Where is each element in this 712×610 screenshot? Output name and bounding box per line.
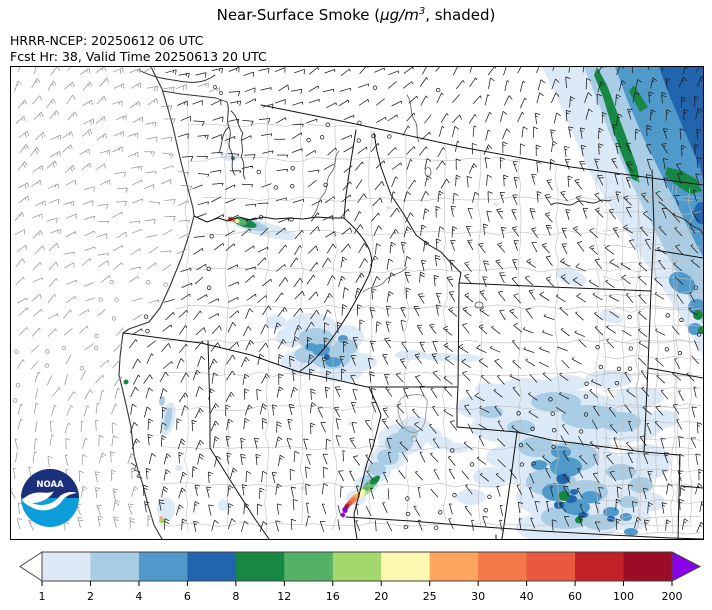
page-title: Near-Surface Smoke (μg/m3, shaded) (0, 6, 712, 24)
wind-barbs-layer (11, 67, 703, 533)
colorbar-tick-label: 40 (520, 590, 534, 603)
colorbar-tick-label: 100 (613, 590, 634, 603)
colorbar-tick-label: 200 (662, 590, 683, 603)
title-exponent: 3 (418, 6, 426, 17)
colorbar-tick-label: 30 (471, 590, 485, 603)
colorbar-tick-label: 12 (277, 590, 291, 603)
county-lines-layer (160, 96, 702, 536)
title-units: μg/m (380, 6, 419, 24)
colorbar-tick-label: 60 (568, 590, 582, 603)
noaa-seagull-icon (22, 491, 77, 511)
model-init-line: HRRR-NCEP: 20250612 06 UTC (10, 33, 204, 48)
colorbar-tick-label: 8 (232, 590, 239, 603)
colorbar-tick-label: 16 (326, 590, 340, 603)
noaa-logo: NOAA (21, 469, 79, 527)
forecast-map: NOAA (10, 66, 704, 540)
noaa-logo-text: NOAA (36, 480, 64, 490)
colorbar-tick-label: 4 (135, 590, 142, 603)
colorbar-tick-label: 20 (374, 590, 388, 603)
noaa-logo-top-half (21, 469, 79, 498)
colorbar-legend: 1 2 4 6 8 12 16 20 25 30 40 60 100 200 (19, 551, 702, 603)
forecast-valid-line: Fcst Hr: 38, Valid Time 20250613 20 UTC (10, 49, 267, 64)
title-prefix: Near-Surface Smoke ( (216, 6, 381, 24)
colorbar-tick-label: 25 (423, 590, 437, 603)
map-canvas (11, 67, 703, 539)
title-suffix: , shaded) (425, 6, 496, 24)
colorbar-tick-label: 6 (184, 590, 191, 603)
model-run-header: HRRR-NCEP: 20250612 06 UTC Fcst Hr: 38, … (10, 33, 267, 65)
colorbar-tick-label: 2 (87, 590, 94, 603)
colorbar-tick-label: 1 (39, 590, 46, 603)
